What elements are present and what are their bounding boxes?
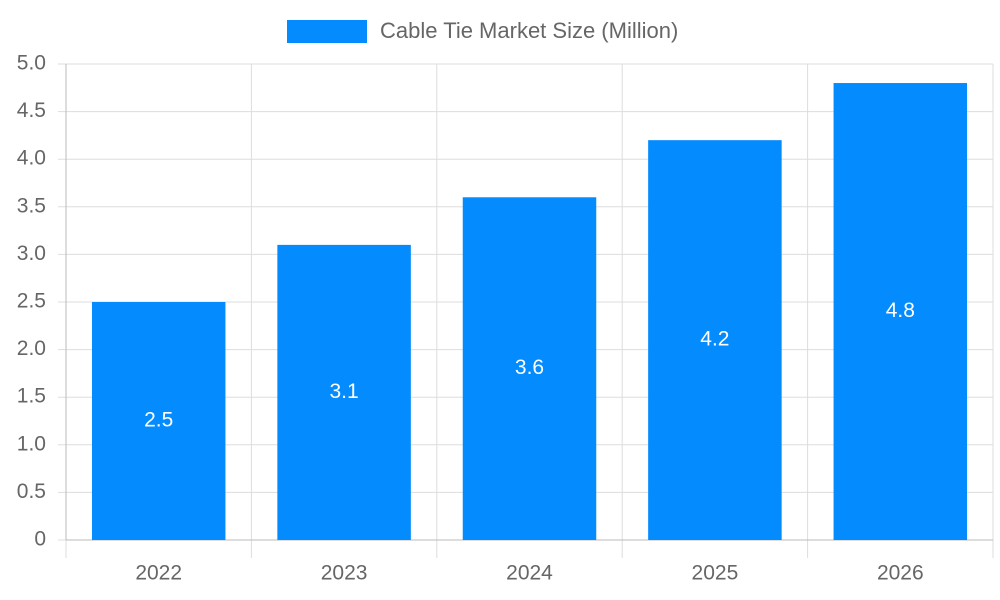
value-label: 4.2 [700, 328, 729, 351]
bar [462, 197, 597, 540]
value-label: 2.5 [144, 409, 173, 432]
y-tick-label: 0 [34, 528, 46, 551]
value-label: 4.8 [886, 299, 915, 322]
y-tick-label: 1.0 [17, 432, 46, 455]
y-tick-label: 4.5 [17, 99, 46, 122]
value-label: 3.6 [515, 356, 544, 379]
bar [648, 140, 782, 540]
y-tick-label: 0.5 [17, 480, 46, 503]
y-tick-label: 3.5 [17, 194, 46, 217]
y-tick-label: 3.0 [17, 242, 46, 265]
x-tick-label: 2024 [506, 562, 553, 585]
bar [833, 83, 968, 540]
x-tick-label: 2023 [321, 562, 368, 585]
y-tick-label: 1.5 [17, 385, 46, 408]
bar [91, 302, 226, 540]
legend-label: Cable Tie Market Size (Million) [380, 18, 678, 43]
y-tick-label: 4.0 [17, 147, 46, 170]
bar [277, 244, 411, 540]
x-tick-label: 2022 [135, 562, 182, 585]
value-label: 3.1 [329, 380, 358, 403]
x-tick-label: 2025 [692, 562, 739, 585]
y-tick-label: 2.5 [17, 290, 46, 313]
legend-swatch [287, 20, 367, 43]
x-tick-label: 2026 [877, 562, 924, 585]
y-tick-label: 5.0 [17, 52, 46, 75]
y-tick-label: 2.0 [17, 337, 46, 360]
